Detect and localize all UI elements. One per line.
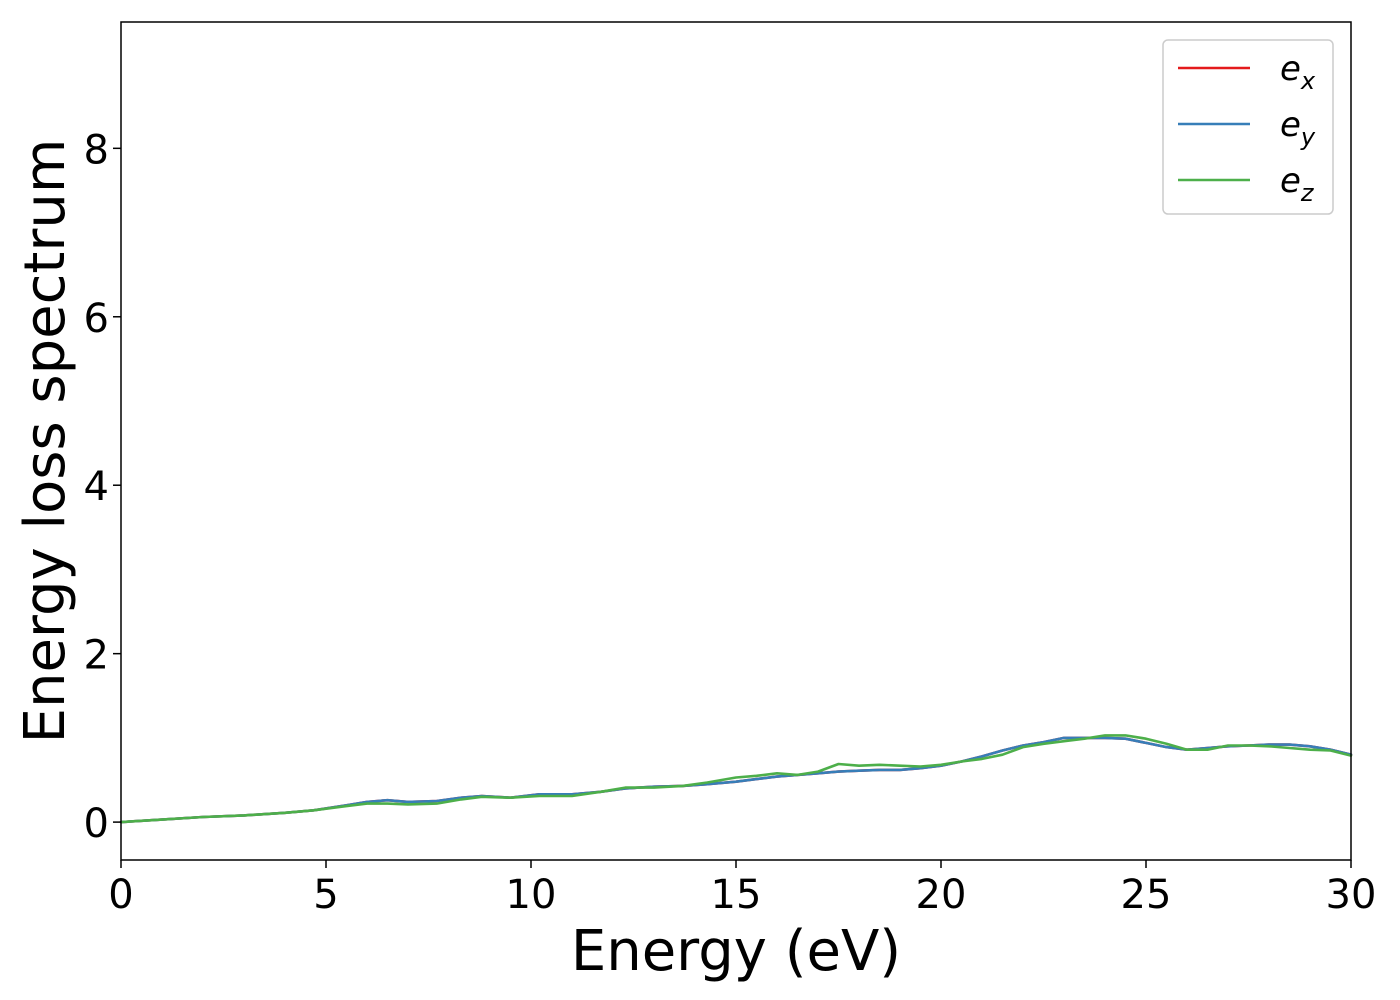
legend-frame <box>1162 39 1334 215</box>
y-tick-label: 8 <box>84 127 109 173</box>
legend-label-x: ex <box>1280 49 1316 95</box>
x-tick-label: 5 <box>313 872 338 918</box>
series-line-y <box>119 736 1353 824</box>
legend-label-base: e <box>1280 105 1301 145</box>
legend-label-sub: z <box>1300 179 1315 207</box>
legend-label-base: e <box>1280 49 1301 89</box>
y-axis-title: Energy loss spectrum <box>13 139 78 744</box>
x-tick-label: 30 <box>1326 872 1377 918</box>
legend-label-base: e <box>1280 161 1301 201</box>
x-tick-label: 15 <box>711 872 762 918</box>
y-tick-label: 2 <box>84 633 109 679</box>
x-axis: 0 5 10 15 20 25 30 <box>108 860 1376 918</box>
x-tick-label: 25 <box>1121 872 1172 918</box>
legend-label-y: ey <box>1280 105 1316 151</box>
y-axis: 0 2 4 6 8 <box>84 127 121 847</box>
x-tick-label: 20 <box>916 872 967 918</box>
y-tick-label: 0 <box>84 801 109 847</box>
legend-label-sub: x <box>1300 67 1316 95</box>
legend-label-z: ez <box>1280 161 1315 207</box>
legend-label-sub: y <box>1300 123 1316 151</box>
series-layer <box>119 734 1353 824</box>
series-line-z <box>119 734 1353 824</box>
x-tick-label: 10 <box>506 872 557 918</box>
x-tick-label: 0 <box>108 872 133 918</box>
x-axis-title: Energy (eV) <box>571 919 901 984</box>
y-tick-label: 4 <box>84 464 109 510</box>
y-tick-label: 6 <box>84 296 109 342</box>
